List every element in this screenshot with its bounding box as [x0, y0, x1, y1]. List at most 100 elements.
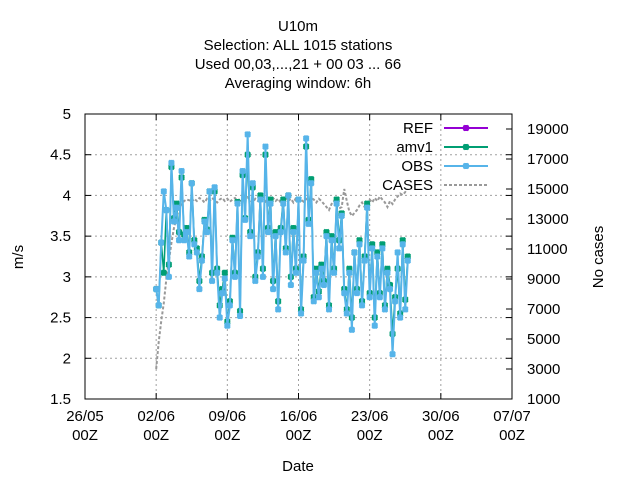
legend-label: OBS — [401, 158, 433, 175]
series-obs-point — [229, 236, 236, 244]
series-obs-point — [213, 269, 221, 277]
y-axis-label: m/s — [10, 245, 27, 269]
series-obs-point — [353, 289, 361, 297]
series-obs-point — [279, 200, 287, 207]
series-obs-point — [315, 293, 323, 301]
series-obs-point — [175, 236, 183, 244]
x-tick-label: 02/06 00Z — [137, 408, 175, 444]
series-obs-point — [259, 273, 267, 281]
series-obs-point — [396, 314, 404, 321]
legend-marker — [462, 162, 470, 170]
series-amv1-point — [221, 269, 229, 277]
legend-label: amv1 — [396, 139, 433, 156]
series-obs-point — [254, 253, 262, 260]
series-obs-point — [218, 289, 226, 297]
y-tick-label: 3.5 — [50, 228, 71, 245]
series-obs-point — [333, 200, 340, 207]
y2-tick-label: 9000 — [527, 271, 560, 288]
y2-tick-label: 17000 — [527, 151, 569, 168]
series-obs-point — [368, 245, 376, 252]
series-obs-point — [203, 228, 211, 236]
series-obs-point — [371, 322, 379, 329]
series-obs-point — [155, 302, 162, 309]
series-obs-point — [346, 269, 353, 277]
series-obs-point — [221, 275, 229, 282]
y-tick-label: 2.5 — [50, 310, 71, 327]
series-obs-point — [295, 196, 302, 203]
series-amv1-point — [323, 228, 330, 236]
series-obs-point — [211, 184, 218, 191]
series-obs-point — [170, 218, 178, 225]
series-obs-point — [274, 306, 282, 313]
series-obs-point — [285, 192, 292, 199]
y2-tick-label: 1000 — [527, 391, 560, 408]
series-obs-point — [234, 200, 241, 207]
x-tick-label: 09/06 00Z — [209, 408, 247, 444]
legend-marker — [462, 124, 470, 132]
series-obs-point — [320, 281, 328, 289]
series-obs-point — [269, 285, 277, 293]
series-obs-point — [287, 281, 295, 289]
series-obs-point — [257, 196, 264, 203]
x-tick-label: 23/06 00Z — [351, 408, 389, 444]
series-amv1-point — [356, 236, 363, 244]
y-tick-label: 1.5 — [50, 391, 71, 408]
series-obs-point — [168, 159, 175, 167]
series-amv1-point — [279, 196, 287, 203]
y-tick-label: 4.5 — [50, 147, 71, 164]
series-obs-point — [160, 188, 168, 195]
series-amv1-point — [346, 265, 353, 272]
series-obs-point — [178, 167, 185, 175]
series-obs-point — [376, 293, 384, 301]
x-axis-ticks: 26/05 00Z 02/06 00Z 09/06 00Z 16/06 00Z 23/06 00Z… — [66, 114, 531, 444]
series-obs-point — [241, 216, 249, 224]
series-obs-point — [328, 236, 335, 244]
series-obs-point — [206, 188, 213, 195]
series-obs-point — [193, 249, 201, 256]
x-tick-label: 07/07 00Z — [493, 408, 531, 444]
series-obs-point — [363, 204, 371, 211]
series-obs-point — [379, 245, 386, 252]
legend-label: REF — [403, 120, 433, 137]
series-obs-point — [401, 306, 409, 313]
series-obs-point — [183, 228, 190, 236]
series-amv1-point — [368, 241, 376, 248]
series-obs-point — [198, 257, 206, 264]
series-obs-point — [267, 200, 274, 207]
y2-tick-label: 11000 — [527, 241, 568, 258]
series-obs-point — [165, 273, 173, 281]
grid-lines — [85, 114, 512, 399]
y-tick-label: 3 — [63, 269, 71, 286]
x-tick-label: 16/06 00Z — [280, 408, 318, 444]
series-obs-point — [239, 167, 246, 175]
series-obs-point — [231, 273, 239, 281]
legend-marker — [462, 143, 470, 151]
title-line: Used 00,03,...,21 + 00 03 ... 66 — [195, 56, 401, 73]
series-obs-point — [394, 249, 401, 256]
series-obs-point — [236, 312, 244, 320]
series-obs-point — [323, 232, 330, 240]
series-obs-point — [366, 293, 373, 301]
title-line: Selection: ALL 1015 stations — [204, 37, 393, 54]
series-obs-point — [264, 228, 272, 236]
series-obs-point — [297, 310, 305, 317]
series-obs-point — [307, 179, 315, 187]
series-obs-point — [262, 143, 269, 150]
y-tick-label: 2 — [63, 350, 71, 367]
series-obs-point — [305, 220, 312, 228]
series-obs-point — [282, 249, 290, 256]
series-obs-point — [318, 265, 325, 272]
series-amv1-point — [328, 232, 335, 240]
y2-tick-label: 5000 — [527, 331, 560, 348]
series-amv1-point — [384, 265, 391, 272]
series-amv1-point — [183, 224, 190, 232]
y2-axis-ticks: 1000 3000 5000 7000 9000 11000 13000 15000 17000… — [506, 121, 569, 408]
series-amv1-point — [193, 245, 201, 252]
series-amv1-point — [307, 175, 315, 183]
title-line: Averaging window: 6h — [225, 75, 371, 92]
series-amv1-point — [160, 269, 168, 277]
series-obs-point — [188, 179, 196, 187]
series-obs-point — [272, 232, 279, 240]
series-obs-point — [330, 269, 338, 277]
